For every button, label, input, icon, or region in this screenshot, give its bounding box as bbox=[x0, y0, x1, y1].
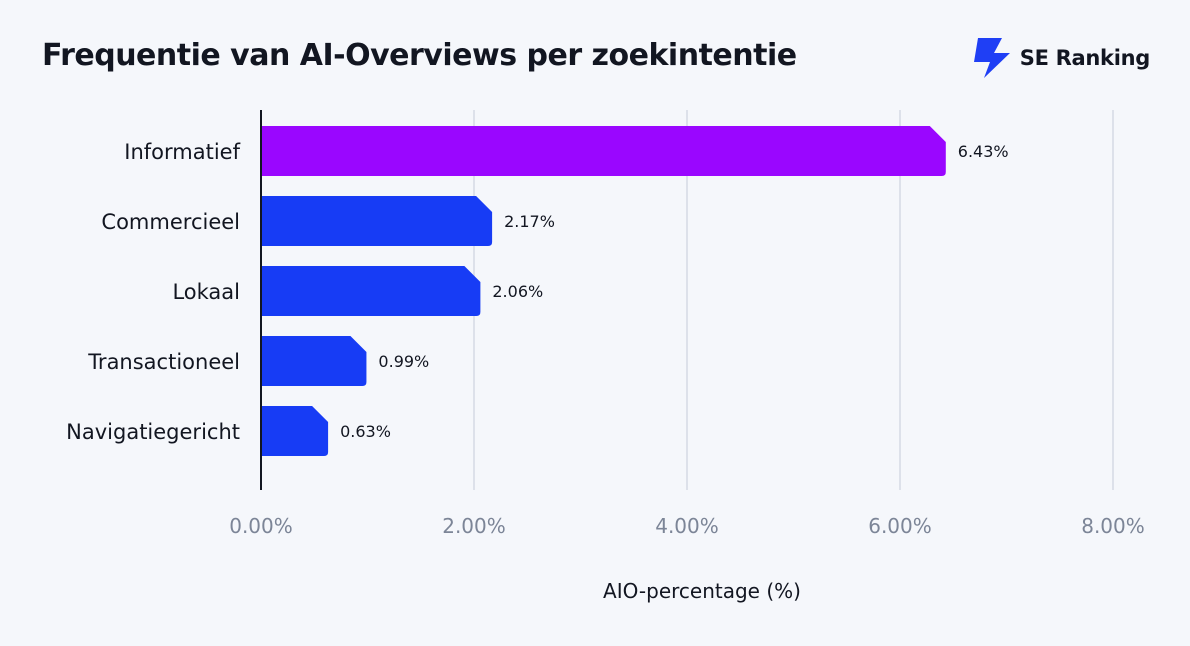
value-labels: 6.43% 2.17% 2.06% 0.99% 0.63% bbox=[340, 142, 1009, 441]
brand-logo: SE Ranking bbox=[973, 38, 1151, 78]
bar-commercieel bbox=[261, 196, 493, 246]
x-tick-labels: 0.00% 2.00% 4.00% 6.00% 8.00% bbox=[229, 514, 1145, 538]
x-axis-title: AIO-percentage (%) bbox=[603, 579, 801, 603]
category-label: Commercieel bbox=[101, 210, 240, 234]
category-label: Lokaal bbox=[172, 280, 240, 304]
category-label: Transactioneel bbox=[87, 350, 240, 374]
bar-navigatiegericht bbox=[261, 406, 329, 456]
value-label: 2.17% bbox=[504, 212, 555, 231]
category-labels: Informatief Commercieel Lokaal Transactione… bbox=[66, 140, 240, 444]
category-label: Informatief bbox=[124, 140, 240, 164]
value-label: 0.99% bbox=[378, 352, 429, 371]
x-tick-label: 2.00% bbox=[442, 514, 506, 538]
chart-title: Frequentie van AI-Overviews per zoekinte… bbox=[42, 38, 797, 73]
value-label: 2.06% bbox=[492, 282, 543, 301]
value-label: 6.43% bbox=[958, 142, 1009, 161]
x-tick-label: 0.00% bbox=[229, 514, 293, 538]
x-tick-label: 6.00% bbox=[868, 514, 932, 538]
bars bbox=[261, 126, 946, 456]
x-tick-label: 4.00% bbox=[655, 514, 719, 538]
bar-lokaal bbox=[261, 266, 481, 316]
value-label: 0.63% bbox=[340, 422, 391, 441]
bar-transactioneel bbox=[261, 336, 367, 386]
category-label: Navigatiegericht bbox=[66, 420, 240, 444]
bar-informatief bbox=[261, 126, 946, 176]
x-tick-label: 8.00% bbox=[1081, 514, 1145, 538]
bolt-logo-icon bbox=[973, 38, 1010, 78]
brand-name: SE Ranking bbox=[1019, 46, 1151, 70]
